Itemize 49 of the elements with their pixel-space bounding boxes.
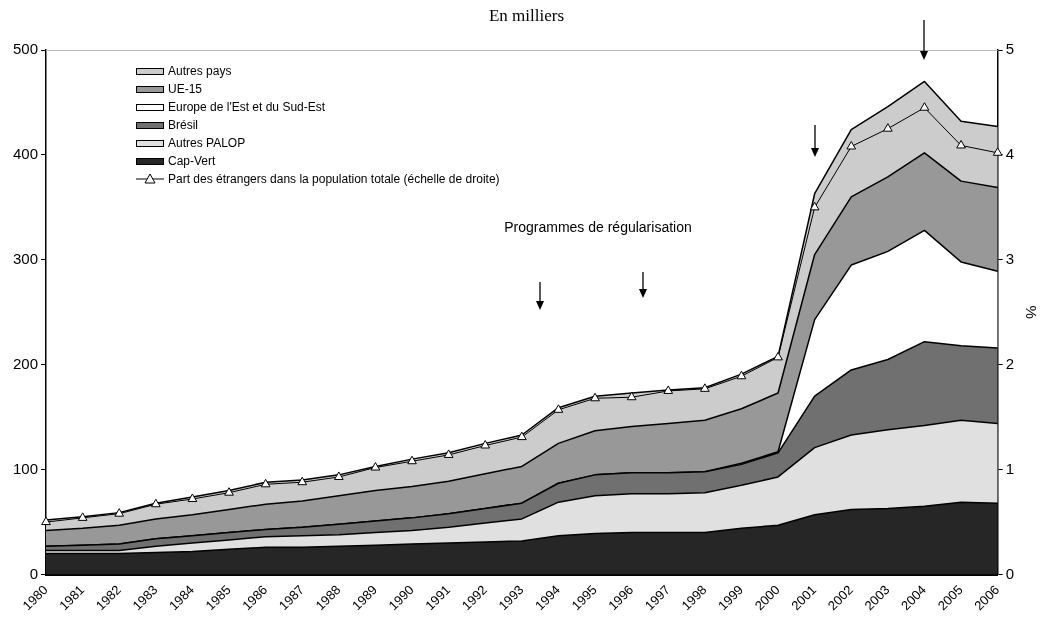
y2-axis-title: %: [1022, 305, 1040, 319]
point: [590, 392, 600, 402]
point: [407, 455, 417, 465]
point: [773, 351, 783, 361]
point: [517, 431, 527, 441]
point: [480, 439, 491, 449]
point: [114, 508, 125, 517]
y-tick-label: 200: [13, 354, 39, 372]
legend-label: Part des étrangers dans la population totale (échelle de droite): [168, 172, 500, 186]
y2-tick-label: 2: [1005, 354, 1014, 372]
y-tick-label: 0: [29, 564, 39, 582]
point: [992, 147, 1003, 156]
point: [700, 383, 710, 392]
y-tick-label: 500: [13, 40, 39, 58]
point: [297, 476, 308, 486]
point: [626, 391, 637, 401]
point: [151, 498, 161, 508]
point: [846, 141, 857, 150]
point: [553, 404, 564, 413]
point: [663, 385, 674, 394]
legend-label: Cap-Vert: [168, 154, 216, 168]
y-tick-label: 300: [13, 249, 39, 267]
y2-tick-label: 1: [1005, 459, 1014, 477]
point: [919, 102, 930, 111]
y2-tick-label: 5: [1005, 40, 1014, 58]
legend-label: Autres PALOP: [168, 136, 246, 150]
point: [443, 449, 454, 458]
point: [883, 123, 893, 132]
point: [77, 512, 88, 521]
point: [260, 478, 271, 488]
legend-label: Europe de l'Est et du Sud-Est: [168, 100, 326, 114]
legend-label: Brésil: [168, 118, 199, 132]
point: [736, 370, 747, 380]
y-tick-label: 400: [13, 145, 39, 163]
point: [956, 139, 966, 149]
chart-title: En milliers: [487, 6, 566, 26]
y2-tick-label: 0: [1005, 564, 1014, 582]
point: [809, 201, 820, 211]
y-tick-label: 100: [13, 459, 39, 477]
point: [224, 487, 234, 496]
legend-label: Autres pays: [168, 64, 232, 78]
annotation: Programmes de régularisation: [504, 219, 692, 236]
y2-tick-label: 4: [1005, 145, 1014, 163]
point: [334, 471, 344, 480]
point: [370, 462, 381, 471]
point: [187, 493, 198, 502]
legend-label: UE-15: [168, 82, 203, 96]
y2-tick-label: 3: [1005, 249, 1014, 267]
point: [41, 516, 51, 526]
